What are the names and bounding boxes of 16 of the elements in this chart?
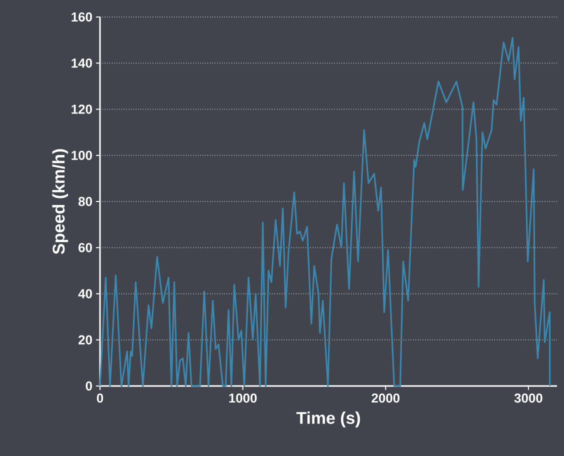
y-tick-label: 60 [78,243,92,252]
y-tick-label: 160 [72,12,92,22]
y-tick-label: 140 [72,58,92,68]
line-series [99,36,551,387]
y-tick-label: 100 [72,150,92,160]
y-tick-label: 80 [78,196,92,206]
x-tick-label: 2000 [372,394,400,403]
y-axis-title: Speed (km/h) [52,149,68,254]
x-tick-label: 0 [96,394,104,403]
x-tick-label: 3000 [514,394,542,403]
y-tick-label: 0 [86,381,92,391]
y-tick-label: 40 [78,289,92,298]
x-axis-title: Time (s) [296,412,360,428]
x-tick-label: 1000 [229,394,257,403]
y-tick-label: 120 [72,104,92,114]
y-tick-label: 20 [78,335,92,344]
